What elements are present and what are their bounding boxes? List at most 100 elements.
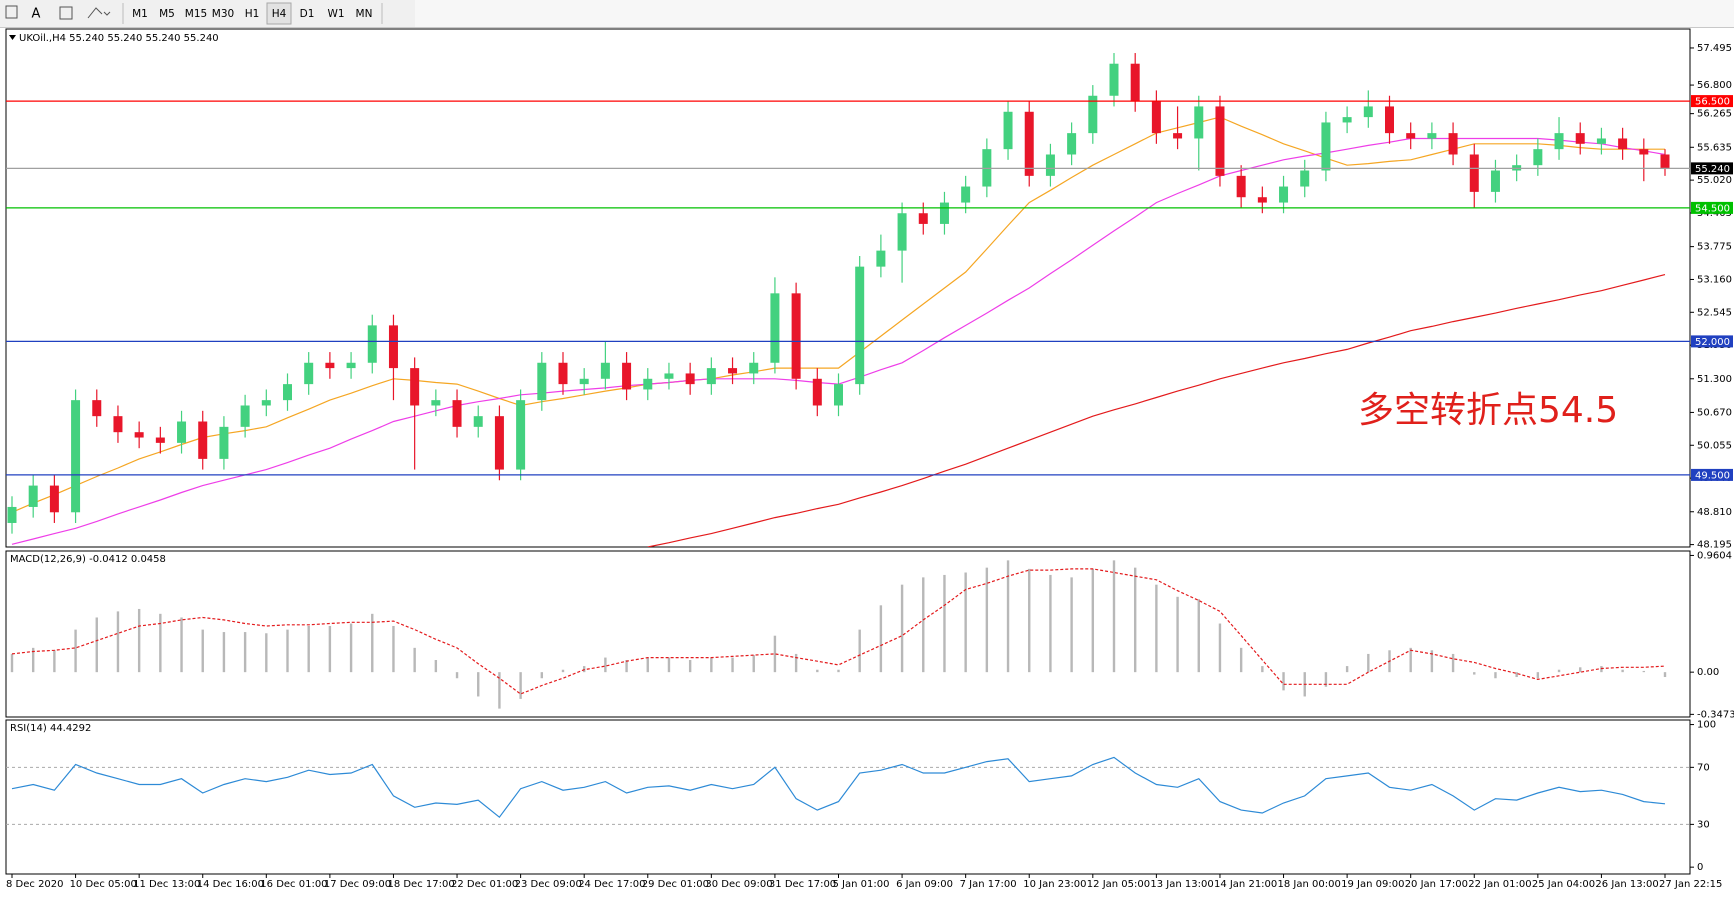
- x-tick-label: 10 Dec 05:00: [70, 879, 137, 890]
- histogram-bar: [328, 625, 332, 673]
- candle-body: [1279, 186, 1289, 203]
- candle-body: [791, 293, 801, 379]
- y-tick-label: 0: [1697, 862, 1703, 873]
- candle-body: [1575, 133, 1585, 144]
- series-line: [647, 274, 1666, 547]
- x-tick-label: 14 Jan 21:00: [1214, 879, 1277, 890]
- candle-body: [918, 213, 928, 224]
- x-tick-label: 22 Dec 01:00: [451, 879, 518, 890]
- candle-body: [1490, 170, 1500, 192]
- timeframe-button[interactable]: M30: [212, 8, 234, 20]
- histogram-bar: [1600, 666, 1603, 673]
- y-tick-label: 55.635: [1697, 142, 1732, 153]
- y-tick-label: 30: [1697, 819, 1710, 830]
- rsi-pane: [5, 719, 1691, 875]
- candle-body: [1045, 154, 1055, 176]
- candle-body: [134, 432, 144, 438]
- candle-body: [1236, 175, 1246, 198]
- x-tick-label: 25 Jan 04:00: [1532, 879, 1595, 890]
- toolbar-panel: [0, 0, 415, 27]
- candle-body: [28, 485, 38, 507]
- macd-pane: [5, 550, 1691, 718]
- candle-body: [346, 362, 356, 369]
- histogram-bar: [752, 655, 755, 673]
- candle-body: [1363, 106, 1373, 118]
- candle-body: [834, 384, 843, 406]
- histogram-bar: [646, 657, 649, 673]
- candle-body: [664, 373, 674, 379]
- icon-shapes[interactable]: [87, 7, 111, 19]
- icon-crosshair[interactable]: [5, 5, 18, 19]
- x-tick-label: 8 Dec 2020: [6, 879, 64, 890]
- histogram-bar: [858, 629, 861, 673]
- timeframe-button[interactable]: M1: [132, 8, 148, 20]
- timeframe-button[interactable]: M15: [185, 8, 207, 20]
- candle-body: [1554, 133, 1564, 150]
- candle-body: [600, 362, 610, 379]
- histogram-bar: [561, 669, 565, 673]
- level-label-box: [1691, 468, 1733, 481]
- toolbar-button[interactable]: A: [32, 7, 41, 22]
- level-label: 49.500: [1695, 470, 1730, 481]
- candle-body: [113, 416, 123, 433]
- histogram-bar: [1155, 584, 1158, 673]
- histogram-bar: [222, 632, 226, 673]
- icon-text[interactable]: [59, 6, 73, 20]
- x-tick-label: 29 Dec 01:00: [642, 879, 709, 890]
- x-tick-label: 26 Jan 13:00: [1595, 879, 1658, 890]
- candle-body: [939, 202, 949, 224]
- histogram-bar: [116, 611, 120, 673]
- histogram-bar: [1028, 568, 1031, 673]
- histogram-bar: [1409, 647, 1412, 673]
- candle-body: [1618, 138, 1628, 150]
- dropdown-arrow[interactable]: [9, 35, 16, 40]
- histogram-bar: [519, 672, 522, 699]
- histogram-bar: [731, 657, 734, 673]
- timeframe-button[interactable]: M5: [159, 8, 175, 20]
- y-tick-label: 57.495: [1697, 43, 1732, 54]
- timeframe-button[interactable]: H4: [272, 8, 287, 20]
- histogram-bar: [1663, 672, 1667, 678]
- candle-body: [325, 362, 335, 369]
- candle-body: [706, 368, 716, 385]
- histogram-bar: [1006, 560, 1010, 673]
- y-tick-label: 70: [1697, 762, 1710, 773]
- histogram-bar: [265, 633, 268, 673]
- histogram-bar: [371, 613, 374, 673]
- candle-body: [1215, 106, 1225, 176]
- x-tick-label: 12 Jan 05:00: [1087, 879, 1150, 890]
- x-tick-label: 11 Dec 13:00: [133, 879, 200, 890]
- timeframe-button[interactable]: W1: [327, 8, 344, 20]
- histogram-bar: [434, 660, 438, 673]
- timeframe-button[interactable]: H1: [245, 8, 260, 20]
- candle-body: [473, 416, 483, 427]
- candle-body: [177, 421, 187, 443]
- histogram-bar: [1367, 653, 1370, 673]
- x-tick-label: 7 Jan 17:00: [960, 879, 1017, 890]
- x-tick-label: 22 Jan 01:00: [1468, 879, 1531, 890]
- histogram-bar: [1091, 568, 1095, 673]
- histogram-bar: [1494, 672, 1497, 679]
- y-tick-label: -0.3473: [1697, 709, 1734, 720]
- timeframe-button[interactable]: D1: [300, 8, 315, 20]
- level-label: 56.500: [1695, 97, 1730, 108]
- histogram-bar: [985, 567, 989, 673]
- y-tick-label: 51.300: [1697, 374, 1732, 385]
- timeframe-button[interactable]: MN: [356, 8, 373, 20]
- pane-title: UKOil.,H4 55.240 55.240 55.240 55.240: [19, 33, 219, 44]
- histogram-bar: [159, 613, 162, 673]
- histogram-bar: [922, 577, 925, 673]
- y-tick-label: 55.020: [1697, 175, 1732, 186]
- candle-body: [749, 362, 759, 374]
- candle-body: [1660, 154, 1670, 169]
- histogram-bar: [1579, 667, 1582, 673]
- histogram-bar: [201, 629, 204, 673]
- x-tick-label: 23 Dec 09:00: [515, 879, 582, 890]
- histogram-bar: [307, 625, 310, 673]
- histogram-bar: [498, 672, 501, 709]
- histogram-bar: [1070, 577, 1073, 673]
- histogram-bar: [879, 605, 883, 673]
- candle-body: [770, 293, 780, 363]
- x-tick-label: 18 Dec 17:00: [387, 879, 454, 890]
- histogram-bar: [1282, 672, 1285, 691]
